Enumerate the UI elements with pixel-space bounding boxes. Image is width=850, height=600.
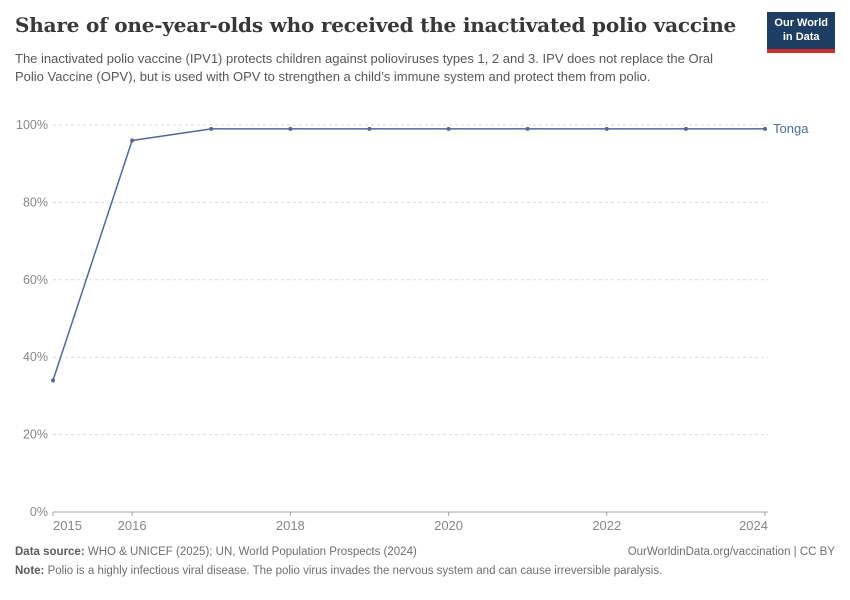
data-source-text: WHO & UNICEF (2025); UN, World Populatio…	[84, 546, 417, 558]
x-axis-tick-label: 2020	[434, 518, 463, 533]
data-point[interactable]	[288, 126, 293, 131]
note-line: Note: Polio is a highly infectious viral…	[15, 565, 835, 577]
data-point[interactable]	[763, 126, 767, 131]
x-axis-tick-label: 2024	[739, 518, 768, 533]
x-axis-tick-label: 2015	[53, 518, 82, 533]
data-source-label: Data source:	[15, 546, 85, 558]
y-axis-tick-label: 60%	[23, 273, 48, 287]
data-point[interactable]	[525, 126, 530, 131]
data-point[interactable]	[367, 126, 372, 131]
data-point[interactable]	[446, 126, 451, 131]
owid-logo-line2: in Data	[782, 30, 820, 43]
y-axis-tick-label: 80%	[23, 195, 48, 209]
data-source-line: Data source: WHO & UNICEF (2025); UN, Wo…	[15, 546, 417, 558]
data-point[interactable]	[130, 138, 135, 143]
series-line[interactable]	[52, 128, 766, 382]
owid-logo[interactable]: Our World in Data	[767, 12, 835, 53]
owid-logo-line1: Our World	[774, 17, 828, 29]
chart-footer: Data source: WHO & UNICEF (2025); UN, Wo…	[15, 546, 835, 577]
line-chart[interactable]: 0% 20% 40% 60% 80% 100% 2015 2016 2018 2020 2022 20…	[0, 110, 850, 542]
x-axis-tick-label: 2022	[592, 518, 621, 533]
page-title: Share of one-year-olds who received the …	[15, 13, 737, 37]
x-axis-tick-label: 2016	[118, 518, 147, 533]
data-point[interactable]	[683, 126, 688, 131]
series-end-label[interactable]: Tonga	[773, 121, 809, 136]
x-axis-tick-label: 2018	[276, 518, 305, 533]
y-axis-tick-label: 40%	[23, 350, 48, 364]
note-label: Note:	[15, 565, 45, 577]
chart-subtitle: The inactivated polio vaccine (IPV1) pro…	[15, 51, 714, 85]
data-point[interactable]	[604, 126, 609, 131]
data-point[interactable]	[209, 126, 214, 131]
note-text: Polio is a highly infectious viral disea…	[44, 565, 663, 577]
y-axis-tick-label: 20%	[23, 428, 48, 442]
data-point[interactable]	[51, 378, 55, 383]
attribution-link[interactable]: OurWorldinData.org/vaccination | CC BY	[627, 546, 835, 558]
y-axis-tick-label: 0%	[30, 505, 48, 519]
y-axis-tick-label: 100%	[16, 118, 48, 132]
